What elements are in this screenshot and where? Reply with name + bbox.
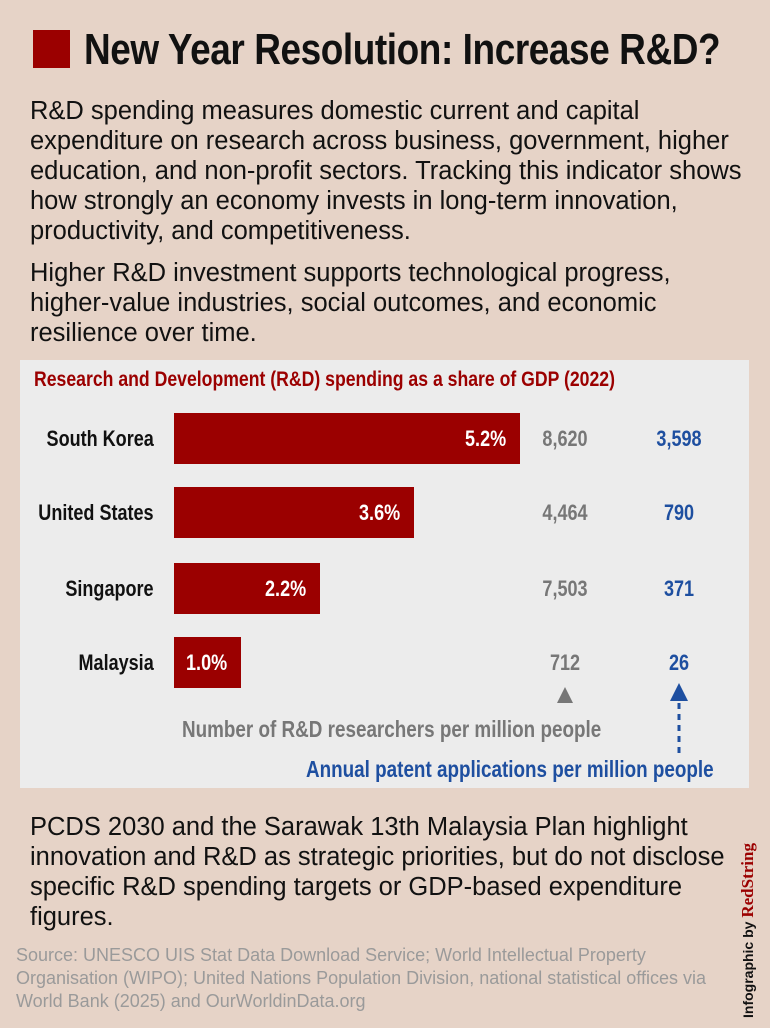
bar: 3.6% xyxy=(174,487,414,538)
patents-value: 371 xyxy=(663,576,695,601)
infographic-credit: Infographic by RedString xyxy=(738,843,758,1018)
bar-value-label: 2.2% xyxy=(264,576,306,601)
intro-paragraph-2: Higher R&D investment supports technolog… xyxy=(30,259,671,347)
researchers-value: 4,464 xyxy=(542,500,588,525)
researchers-arrow xyxy=(557,687,573,703)
patents-value: 790 xyxy=(663,500,695,525)
category-label: Malaysia xyxy=(78,650,154,675)
patents-value: 26 xyxy=(668,650,690,675)
researchers-value: 8,620 xyxy=(542,426,588,451)
patents-value: 3,598 xyxy=(656,426,702,451)
bar: 2.2% xyxy=(174,563,320,614)
page-title: New Year Resolution: Increase R&D? xyxy=(84,25,721,74)
source-note: Source: UNESCO UIS Stat Data Download Se… xyxy=(16,945,706,1011)
researchers-value: 712 xyxy=(549,650,581,675)
credit-brand: RedString xyxy=(738,843,757,918)
category-label: Singapore xyxy=(65,576,154,601)
bar-value-label: 5.2% xyxy=(464,426,506,451)
patents-arrow-head xyxy=(670,683,688,701)
intro-paragraph-1: R&D spending measures domestic current a… xyxy=(30,97,742,245)
credit-prefix: Infographic by xyxy=(740,921,756,1018)
outro-paragraph: PCDS 2030 and the Sarawak 13th Malaysia … xyxy=(30,813,725,931)
bar: 5.2% xyxy=(174,413,520,464)
title-marker xyxy=(33,30,70,68)
researchers-label: Number of R&D researchers per million pe… xyxy=(182,716,602,742)
bar-value-label: 1.0% xyxy=(185,650,227,675)
category-label: South Korea xyxy=(46,426,154,451)
patents-label: Annual patent applications per million p… xyxy=(306,756,714,782)
chart-panel: Research and Development (R&D) spending … xyxy=(20,360,749,788)
bar-value-label: 3.6% xyxy=(358,500,400,525)
bar: 1.0% xyxy=(174,637,241,688)
researchers-value: 7,503 xyxy=(542,576,588,601)
category-label: United States xyxy=(38,500,154,525)
chart-title: Research and Development (R&D) spending … xyxy=(34,368,615,391)
